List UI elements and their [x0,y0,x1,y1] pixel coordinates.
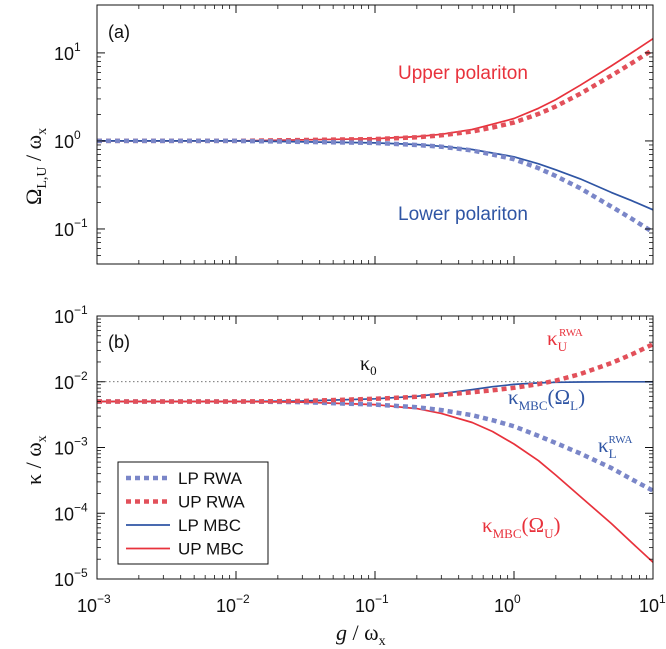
y-tick-label: 10−1 [54,303,88,327]
legend-label-lp-rwa: LP RWA [178,469,243,488]
upper-polariton-label: Upper polariton [398,63,528,84]
x-tick-label: 100 [494,592,521,616]
x-axis-label: g / ωx [336,620,386,649]
panel-a-label: (a) [108,22,130,42]
panel-a-x-ticks [96,5,654,264]
panel-b-y-axis-label: κ / ωx [21,435,50,485]
panel-b-label: (b) [108,332,130,352]
legend-label-up-rwa: UP RWA [178,493,245,512]
y-tick-label: 101 [54,40,81,64]
series-up-mbc-line [97,37,654,142]
series-up-rwa-line [97,342,654,404]
panel-b-y-ticks: 10−5 10−4 10−3 10−2 10−1 [54,303,653,590]
series-lp-mbc-line [97,140,654,211]
x-tick-label: 10−3 [77,592,111,616]
panel-b-plot-area [97,342,655,563]
kappa-mbc-upper-label: κMBC(ΩU) [482,513,561,541]
panel-b: 10−510−410−310−210−1 10−3 10−2 10−1 100 101 … [21,303,666,616]
legend-label-lp-mbc: LP MBC [178,516,241,535]
x-tick-label: 10−2 [216,592,250,616]
panel-b-x-ticks: 10−3 10−2 10−1 100 101 [77,316,666,616]
y-tick-label: 10−3 [54,435,88,459]
lower-polariton-label: Lower polariton [398,204,528,225]
kappa-mbc-lower-label: κMBC(ΩL) [508,385,585,413]
kappa-u-rwa-label: κURWA [547,326,583,354]
panel-a-plot-area [97,37,655,235]
panel-a-y-axis-label: ΩL,U / ωx [21,128,50,205]
x-tick-label: 10−1 [355,592,389,616]
legend-label-up-mbc: UP MBC [178,540,244,559]
y-tick-label: 10−5 [54,566,88,590]
kappa-l-rwa-label: κLRWA [598,433,632,461]
panel-a-y-ticks: 10−1 100 101 [54,40,653,265]
series-up-rwa-line [97,47,655,144]
legend: LP RWA UP RWA LP MBC UP MBC [117,461,269,565]
legend-items: LP RWA UP RWA LP MBC UP MBC [126,469,245,559]
kappa0-label: κ0 [360,353,377,378]
legend-box [117,461,269,565]
y-tick-label: 10−4 [54,500,88,524]
panel-a-frame [96,4,654,265]
y-tick-label: 10−2 [54,369,88,393]
series-lp-rwa-line [97,399,655,493]
y-tick-label: 100 [54,128,81,152]
x-tick-label: 101 [639,592,666,616]
y-tick-label: 10−1 [54,216,88,240]
panel-a: 10−1 100 101 (a) Upper polariton Lower pol… [21,4,655,265]
series-lp-rwa-line [97,138,655,235]
